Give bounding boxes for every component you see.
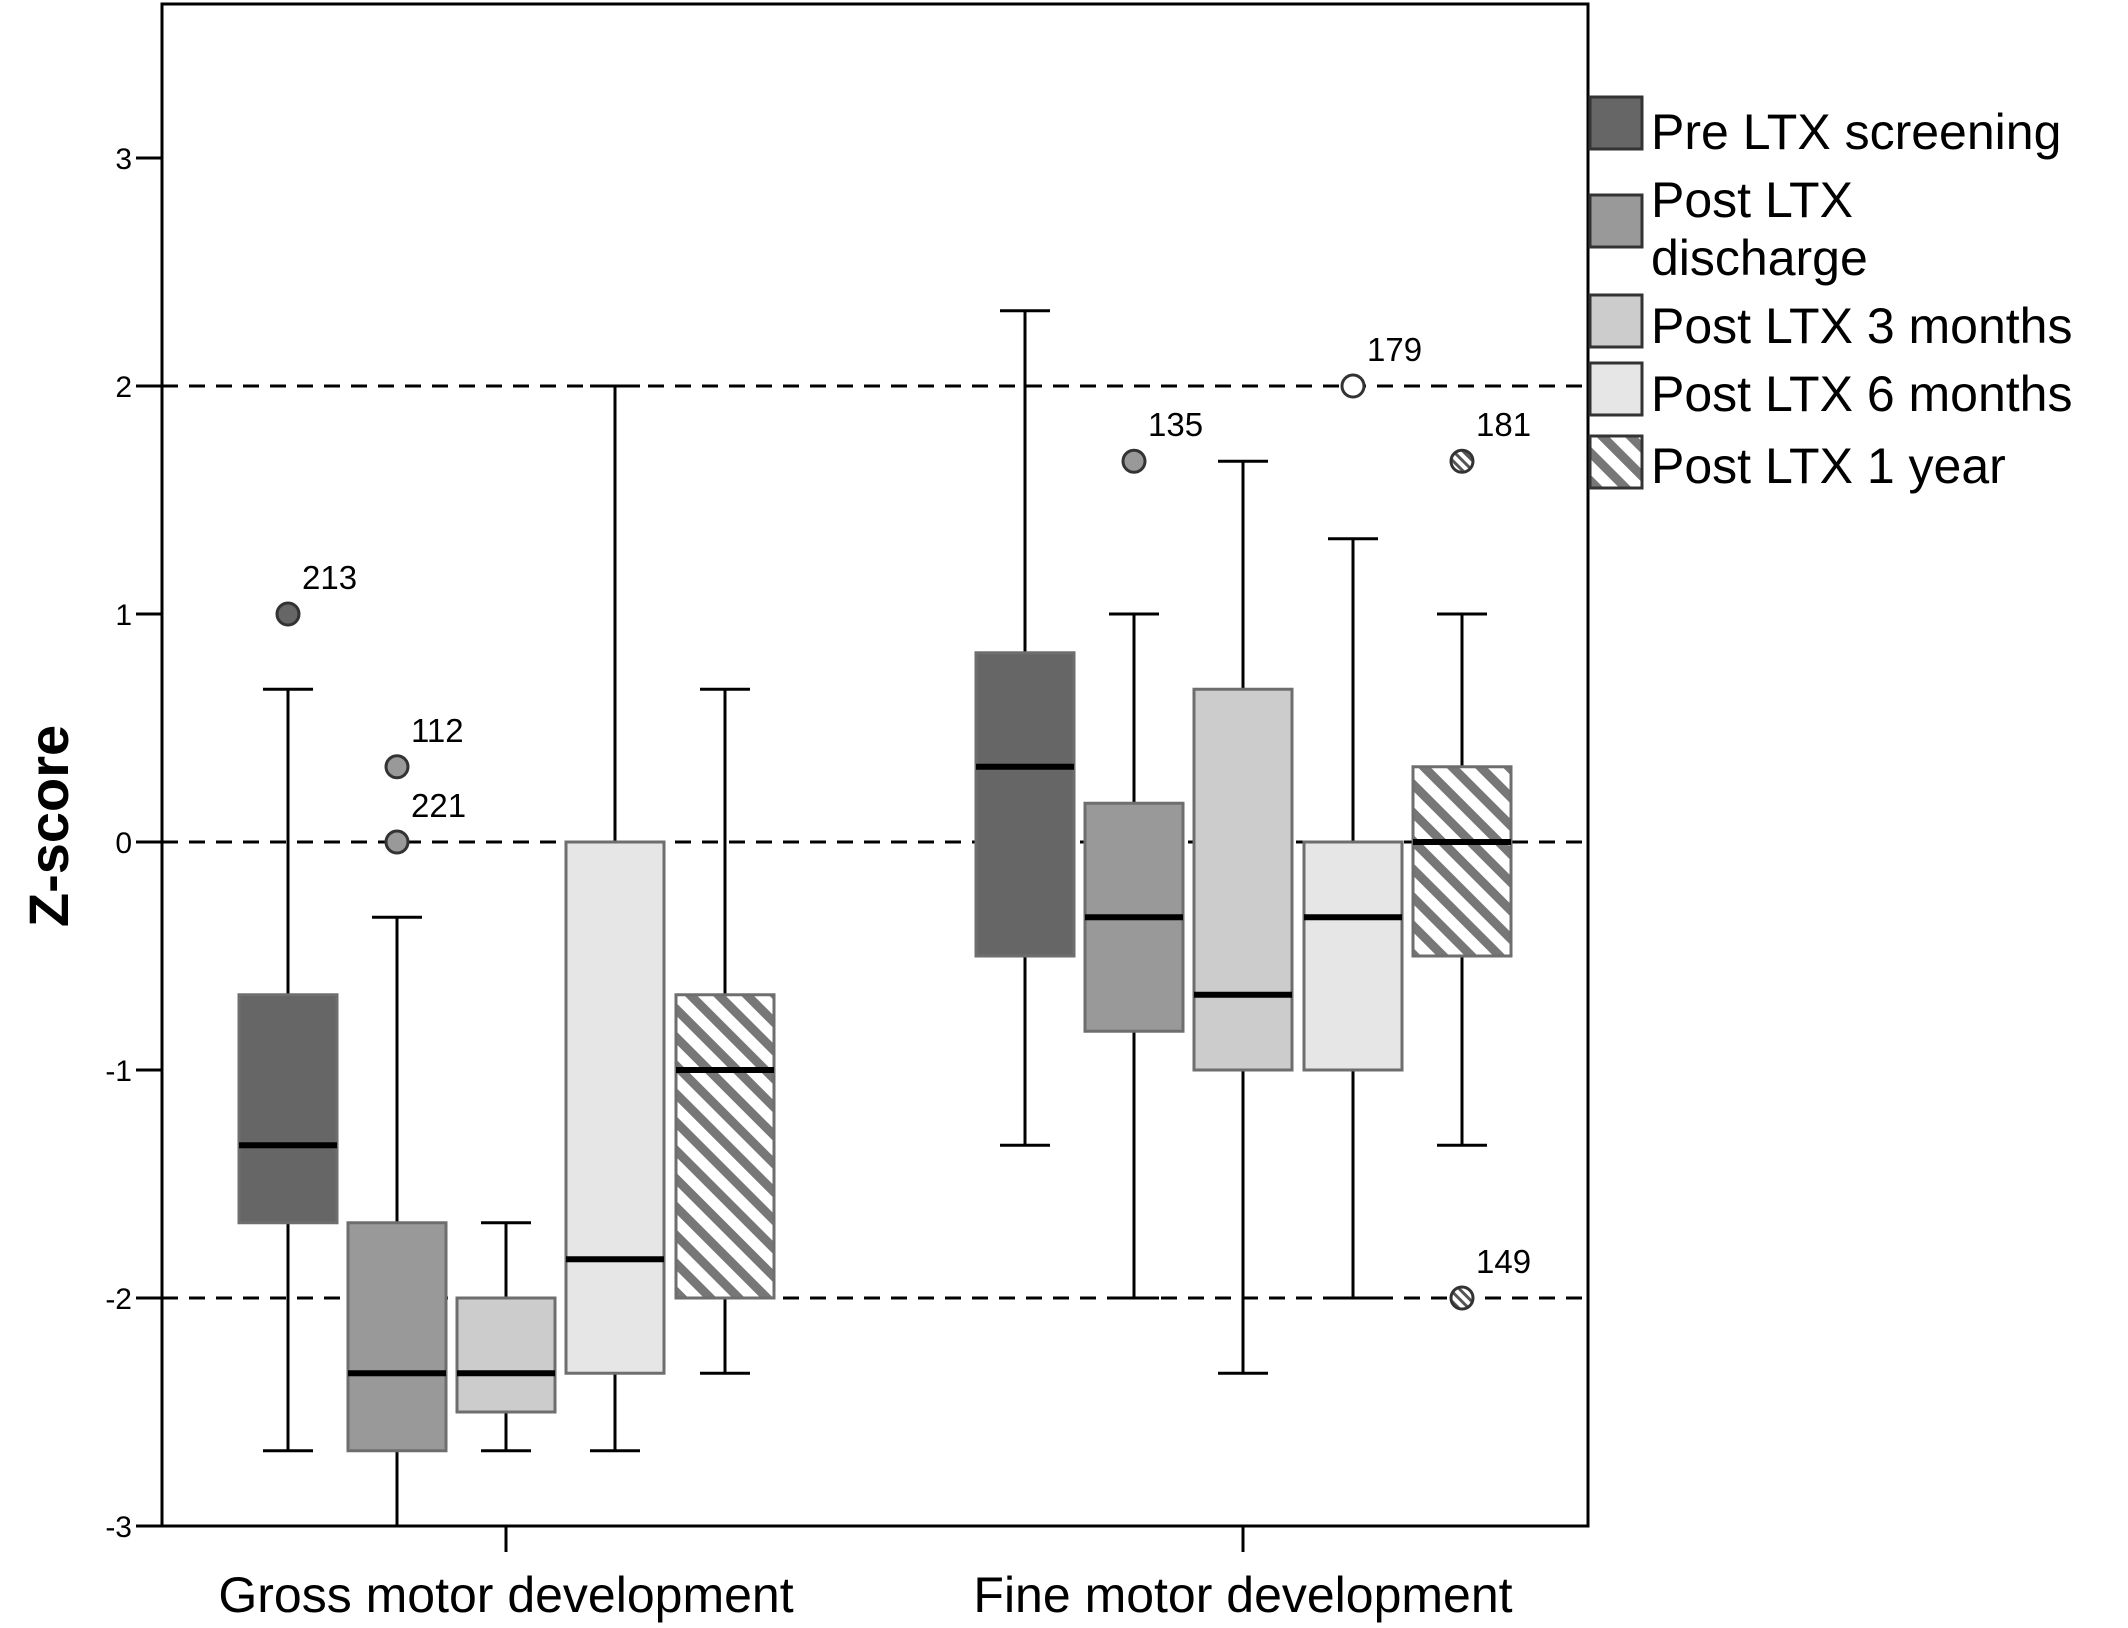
legend-label: Pre LTX screening: [1651, 104, 2061, 160]
legend-swatch: [1588, 95, 1644, 151]
outlier-label: 213: [302, 559, 357, 596]
outlier-marker: [1449, 1285, 1475, 1311]
plot-frame: [160, 2, 1590, 1528]
box-iqr: [237, 993, 339, 1225]
y-axis: 3 2 1 0 -1 -2 -3: [105, 143, 162, 1544]
outlier-points: 213 112 221 135 179 181 149: [275, 331, 1531, 1311]
legend-label: Post LTX 3 months: [1651, 298, 2072, 354]
outlier-marker: [275, 601, 301, 627]
box-4-0: [674, 687, 776, 1375]
box-2-1: [1192, 459, 1294, 1375]
box-iqr: [346, 1221, 448, 1453]
outlier-marker: [1340, 373, 1366, 399]
legend-swatch: [1588, 193, 1644, 249]
legend-label: discharge: [1651, 230, 1868, 286]
outlier-marker: [1449, 448, 1475, 474]
box-3-1: [1302, 537, 1404, 1300]
outlier-label: 221: [411, 787, 466, 824]
legend-swatch: [1588, 293, 1644, 349]
box-3-0: [564, 384, 666, 1453]
y-axis-title: Z-score: [17, 725, 80, 927]
y-tick-label: -1: [105, 1055, 132, 1088]
outlier-label: 149: [1476, 1243, 1531, 1280]
y-tick-label: 2: [115, 371, 132, 404]
box-1-1: [1083, 612, 1185, 1300]
outlier-label: 181: [1476, 406, 1531, 443]
box-iqr: [1411, 765, 1513, 958]
legend-label: Post LTX 6 months: [1651, 366, 2072, 422]
box-iqr: [974, 651, 1076, 958]
x-category-label: Gross motor development: [218, 1567, 793, 1623]
y-tick-label: 3: [115, 143, 132, 176]
legend-label: Post LTX 1 year: [1651, 438, 2006, 494]
y-tick-label: -3: [105, 1511, 132, 1544]
box-iqr: [1302, 840, 1404, 1072]
outlier-label: 135: [1148, 406, 1203, 443]
box-1-0: [346, 915, 448, 1528]
box-iqr: [455, 1296, 557, 1414]
y-tick-label: 1: [115, 599, 132, 632]
legend-swatch: [1588, 361, 1644, 417]
y-tick-label: -2: [105, 1283, 132, 1316]
box-groups: [237, 309, 1513, 1528]
outlier-marker: [1121, 448, 1147, 474]
box-0-1: [974, 309, 1076, 1147]
legend-label: Post LTX: [1651, 172, 1853, 228]
box-2-0: [455, 1221, 557, 1453]
box-iqr: [564, 840, 666, 1375]
legend-swatch: [1588, 434, 1644, 490]
box-iqr: [1192, 687, 1294, 1072]
outlier-label: 112: [411, 712, 464, 749]
outlier-marker: [384, 829, 410, 855]
box-iqr: [674, 993, 776, 1300]
x-category-label: Fine motor development: [973, 1567, 1512, 1623]
box-4-1: [1411, 612, 1513, 1147]
y-tick-label: 0: [115, 827, 132, 860]
x-axis: Gross motor development Fine motor develo…: [218, 1526, 1513, 1623]
outlier-marker: [384, 754, 410, 780]
outlier-label: 179: [1367, 331, 1422, 368]
box-0-0: [237, 687, 339, 1453]
